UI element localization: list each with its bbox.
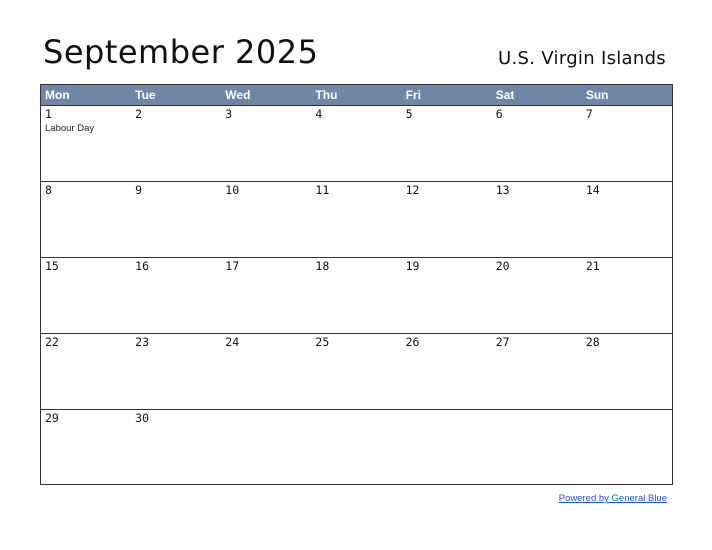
day-cell: 21 <box>582 258 672 333</box>
day-number: 4 <box>315 107 323 121</box>
day-number: 18 <box>315 259 330 273</box>
day-number: 27 <box>495 335 510 349</box>
day-cell: 30 <box>131 410 221 486</box>
weekday-sat: Sat <box>495 88 515 102</box>
day-cell: 10 <box>221 182 311 257</box>
day-cell: 12 <box>402 182 492 257</box>
day-cell <box>582 410 672 486</box>
day-number: 11 <box>315 183 330 197</box>
day-number: 2 <box>135 107 143 121</box>
day-number: 15 <box>45 259 59 273</box>
day-cell: 17 <box>221 258 311 333</box>
day-cell <box>221 410 311 486</box>
day-number: 19 <box>405 259 420 273</box>
day-cell: 16 <box>131 258 221 333</box>
day-cell <box>311 410 401 486</box>
weekday-sun: Sun <box>585 88 609 102</box>
day-number: 13 <box>495 183 510 197</box>
day-number: 24 <box>225 335 240 349</box>
day-cell: 15 <box>41 258 131 333</box>
holiday-label: Labour Day <box>45 123 95 134</box>
day-number: 23 <box>135 335 149 349</box>
page-title: September 2025 <box>43 33 319 71</box>
weekday-tue: Tue <box>135 88 156 102</box>
day-number: 7 <box>585 107 593 121</box>
week-row-5: 29 30 <box>41 410 672 486</box>
day-cell: 5 <box>402 106 492 181</box>
day-number: 17 <box>225 259 240 273</box>
day-cell: 7 <box>582 106 672 181</box>
day-number: 29 <box>45 411 59 425</box>
day-cell <box>492 410 582 486</box>
week-row-4: 22 23 24 25 26 27 28 <box>41 334 672 410</box>
day-number: 30 <box>135 411 149 425</box>
day-number: 6 <box>495 107 503 121</box>
day-cell: 24 <box>221 334 311 409</box>
day-number: 3 <box>225 107 233 121</box>
day-cell: 13 <box>492 182 582 257</box>
day-number: 28 <box>585 335 600 349</box>
day-cell: 2 <box>131 106 221 181</box>
week-row-3: 15 16 17 18 19 20 21 <box>41 258 672 334</box>
day-cell: 9 <box>131 182 221 257</box>
day-number: 12 <box>405 183 420 197</box>
day-cell: 4 <box>311 106 401 181</box>
day-cell: 19 <box>402 258 492 333</box>
weekday-mon: Mon <box>45 88 70 102</box>
day-number: 16 <box>135 259 149 273</box>
day-cell: 8 <box>41 182 131 257</box>
day-cell: 18 <box>311 258 401 333</box>
day-cell: 11 <box>311 182 401 257</box>
day-cell <box>402 410 492 486</box>
day-number: 8 <box>45 183 52 197</box>
weekday-thu: Thu <box>315 88 338 102</box>
day-cell: 25 <box>311 334 401 409</box>
weekday-fri: Fri <box>405 88 421 102</box>
day-cell: 26 <box>402 334 492 409</box>
day-number: 20 <box>495 259 510 273</box>
day-number: 1 <box>45 107 52 121</box>
day-number: 25 <box>315 335 330 349</box>
week-row-2: 8 9 10 11 12 13 14 <box>41 182 672 258</box>
day-cell: 27 <box>492 334 582 409</box>
day-cell: 28 <box>582 334 672 409</box>
day-number: 9 <box>135 183 143 197</box>
day-cell: 14 <box>582 182 672 257</box>
day-cell: 20 <box>492 258 582 333</box>
day-cell: 1 Labour Day <box>41 106 131 181</box>
day-number: 5 <box>405 107 413 121</box>
day-number: 21 <box>585 259 600 273</box>
week-row-1: 1 Labour Day 2 3 4 5 6 7 <box>41 106 672 182</box>
weekday-wed: Wed <box>225 88 251 102</box>
region-label: U.S. Virgin Islands <box>498 48 666 69</box>
powered-by-link[interactable]: Powered by General Blue <box>558 493 667 504</box>
day-cell: 6 <box>492 106 582 181</box>
day-cell: 3 <box>221 106 311 181</box>
calendar-grid: Mon Tue Wed Thu Fri Sat Sun 1 Labour Day… <box>40 84 673 485</box>
day-number: 14 <box>585 183 600 197</box>
day-number: 26 <box>405 335 420 349</box>
day-cell: 22 <box>41 334 131 409</box>
day-cell: 29 <box>41 410 131 486</box>
day-cell: 23 <box>131 334 221 409</box>
day-number: 22 <box>45 335 59 349</box>
day-number: 10 <box>225 183 240 197</box>
weekday-header-row: Mon Tue Wed Thu Fri Sat Sun <box>41 85 672 106</box>
